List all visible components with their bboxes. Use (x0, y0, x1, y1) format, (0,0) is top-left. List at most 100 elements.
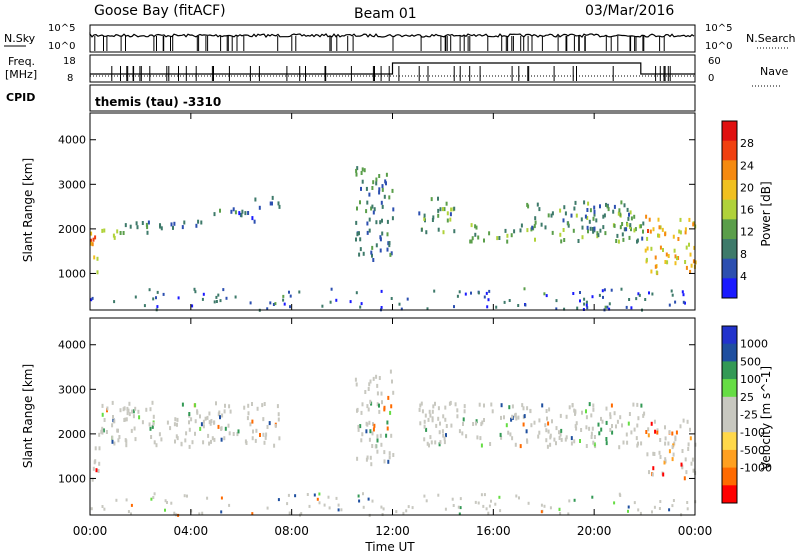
range-cell (282, 294, 285, 298)
range-cell (525, 429, 528, 434)
range-cell (483, 403, 485, 408)
range-cell (379, 248, 382, 253)
range-cell (507, 430, 510, 435)
range-cell (328, 506, 331, 510)
range-cell (223, 436, 226, 441)
range-cell (605, 202, 607, 207)
range-cell (478, 402, 481, 407)
range-cell (190, 417, 193, 422)
range-cell (626, 222, 629, 227)
range-cell (90, 238, 92, 243)
range-cell (544, 423, 547, 428)
range-cell (574, 200, 577, 205)
range-cell (92, 237, 95, 242)
range-cell (668, 303, 671, 307)
range-cell (673, 248, 676, 253)
range-cell (277, 498, 280, 502)
power-panel-bg (90, 113, 695, 310)
range-cell (665, 252, 668, 257)
range-cell (371, 444, 374, 448)
range-cell (679, 217, 682, 222)
colorbar-segment (722, 467, 737, 486)
range-cell (188, 412, 191, 416)
range-cell (382, 507, 385, 511)
range-cell (658, 507, 661, 510)
range-cell (495, 305, 498, 309)
range-cell (691, 457, 694, 462)
range-cell (564, 437, 567, 442)
range-cell (370, 250, 373, 255)
range-cell (654, 255, 657, 260)
range-cell (590, 435, 593, 439)
range-cell (632, 402, 635, 407)
range-cell (534, 216, 537, 221)
range-cell (269, 201, 272, 206)
range-cell (426, 307, 429, 311)
range-cell (329, 300, 332, 304)
range-cell (358, 231, 360, 236)
range-cell (601, 289, 604, 293)
range-cell (625, 227, 628, 232)
range-cell (134, 437, 137, 442)
range-cell (573, 439, 576, 444)
range-cell (432, 215, 435, 220)
range-cell (277, 417, 280, 422)
range-cell (690, 263, 693, 268)
range-cell (538, 430, 541, 435)
range-cell (642, 413, 645, 418)
range-cell (371, 431, 374, 436)
range-cell (684, 457, 687, 462)
range-cell (515, 416, 518, 421)
range-cell (90, 231, 93, 236)
range-cell (145, 222, 148, 227)
range-cell (387, 395, 390, 400)
range-cell (545, 428, 548, 433)
range-cell (356, 232, 359, 237)
y-tick-label: 3000 (58, 383, 86, 396)
range-cell (125, 417, 128, 422)
range-cell (356, 166, 359, 171)
nsky-trace (89, 32, 695, 51)
range-cell (389, 252, 392, 257)
y-tick-label: 3000 (58, 178, 86, 191)
range-cell (430, 197, 433, 202)
range-cell (138, 415, 141, 420)
range-cell (135, 221, 138, 226)
range-cell (609, 415, 612, 420)
range-cell (671, 457, 674, 462)
time-tick-label: 00:00 (73, 524, 108, 538)
range-cell (258, 205, 261, 210)
range-cell (125, 498, 128, 502)
range-cell (428, 409, 431, 414)
range-cell (238, 211, 241, 216)
freq-label-line1: Freq. (8, 55, 35, 68)
range-cell (357, 494, 360, 498)
range-cell (642, 221, 645, 226)
range-cell (390, 404, 393, 409)
range-cell (375, 181, 378, 186)
range-cell (355, 172, 358, 177)
range-cell (464, 292, 467, 296)
range-cell (645, 257, 648, 262)
range-cell (540, 503, 543, 507)
range-cell (423, 424, 426, 429)
range-cell (198, 512, 201, 516)
range-cell (608, 302, 611, 306)
range-cell (391, 216, 394, 221)
range-cell (111, 439, 114, 444)
range-cell (644, 298, 647, 301)
power-y-axis-label: Slant Range [km] (21, 158, 35, 262)
range-cell (356, 408, 358, 413)
colorbar-tick-label: 25 (740, 391, 754, 404)
range-cell (360, 171, 363, 175)
range-cell (202, 424, 205, 429)
range-cell (458, 512, 461, 516)
range-cell (184, 438, 187, 443)
range-cell (207, 433, 210, 438)
range-cell (386, 232, 389, 237)
range-cell (152, 297, 155, 301)
range-cell (562, 228, 565, 232)
colorbar-segment (722, 140, 737, 161)
range-cell (371, 186, 374, 190)
range-cell (220, 426, 223, 431)
